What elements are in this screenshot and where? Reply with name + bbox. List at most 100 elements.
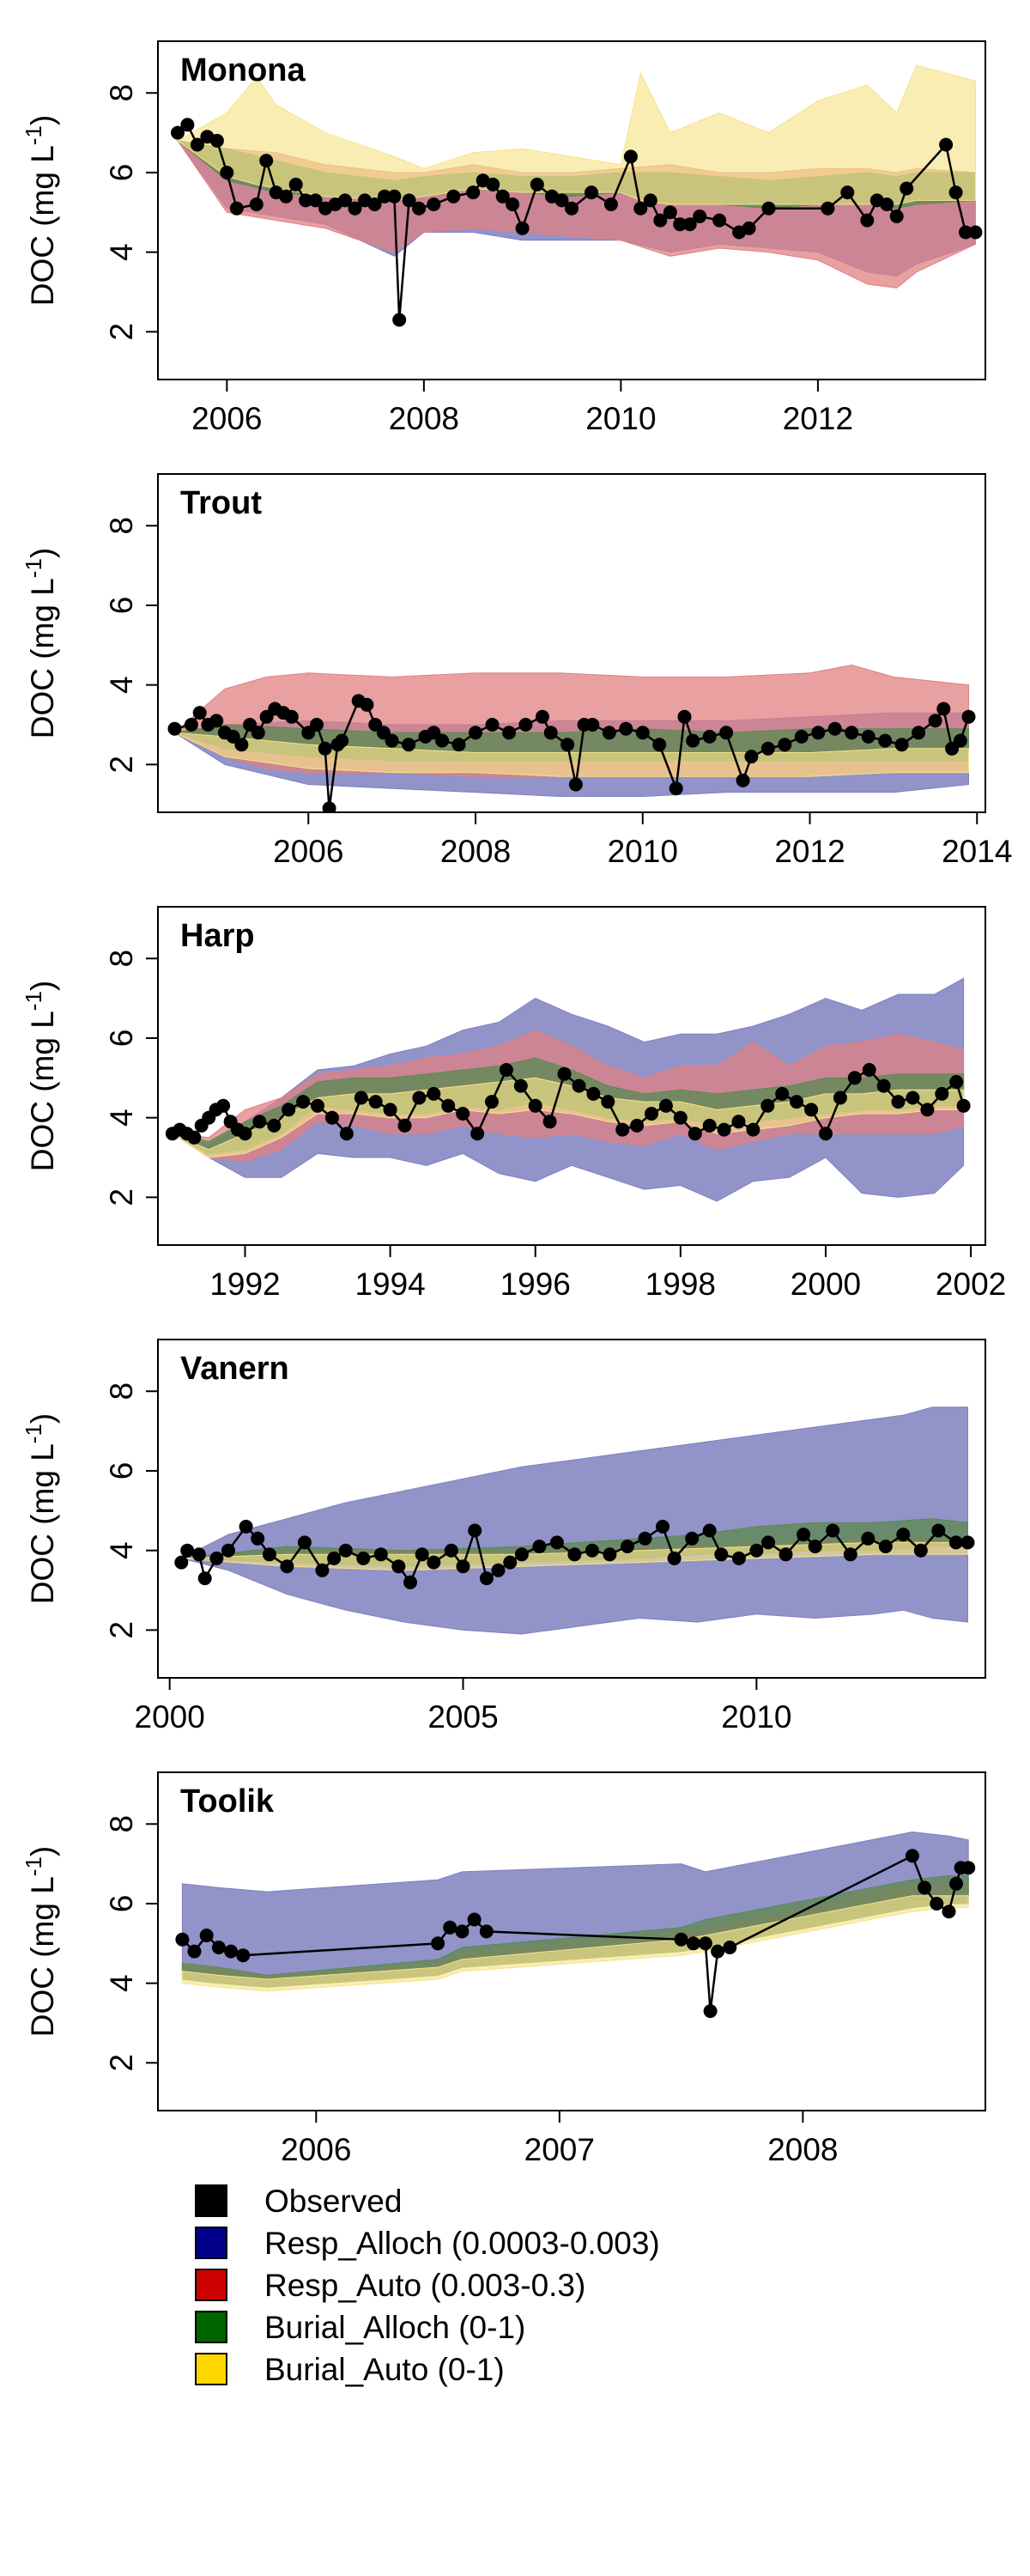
observed-point: [479, 1924, 494, 1939]
observed-point: [499, 1063, 513, 1077]
observed-point: [335, 733, 349, 748]
observed-point: [633, 201, 648, 216]
observed-point: [402, 193, 416, 208]
observed-point: [717, 1122, 731, 1137]
observed-point: [669, 781, 683, 796]
legend-swatch: [195, 2353, 227, 2385]
observed-point: [920, 1103, 935, 1117]
observed-point: [485, 718, 500, 732]
observed-point: [167, 721, 182, 736]
observed-point: [187, 1944, 202, 1959]
observed-point: [373, 1547, 388, 1562]
observed-point: [367, 197, 382, 211]
observed-point: [673, 1110, 688, 1125]
observed-point: [259, 154, 274, 168]
y-tick-label: 4: [104, 243, 139, 261]
observed-point: [960, 1535, 975, 1550]
observed-point: [486, 177, 500, 191]
observed-point: [860, 213, 875, 228]
observed-point: [821, 201, 835, 216]
observed-point: [338, 1543, 353, 1558]
observed-point: [174, 1555, 189, 1570]
observed-point: [731, 1551, 746, 1565]
plot-frame: [157, 1771, 986, 2111]
observed-point: [514, 1547, 529, 1562]
y-tick-label: 8: [104, 1382, 139, 1400]
observed-point: [949, 1075, 964, 1089]
observed-point: [288, 177, 303, 191]
observed-point: [712, 213, 727, 228]
y-tick-label: 4: [104, 1109, 139, 1127]
panel-harp: Harp 2 4 6 8 1992 1994 1996 1998 2000 2002 DOC (mg …: [21, 906, 1006, 1302]
x-tick-label: 2000: [135, 1699, 205, 1735]
observed-point: [942, 1905, 956, 1919]
observed-point: [368, 1095, 383, 1109]
observed-point: [455, 1924, 470, 1939]
observed-point: [542, 1115, 557, 1129]
observed-point: [180, 118, 195, 132]
observed-point: [603, 1547, 617, 1562]
observed-point: [354, 1091, 368, 1105]
observed-point: [506, 197, 520, 211]
observed-point: [652, 738, 667, 752]
observed-point: [702, 729, 717, 744]
x-tick-label: 1992: [209, 1267, 280, 1302]
observed-point: [229, 201, 244, 216]
x-tick-label: 1998: [645, 1267, 716, 1302]
observed-point: [935, 1086, 949, 1101]
band-burial-auto: [174, 732, 969, 777]
observed-point: [451, 738, 466, 752]
x-tick-label: 2010: [721, 1699, 791, 1735]
y-axis-label: DOC (mg L-1): [21, 548, 60, 739]
observed-point: [667, 1551, 682, 1565]
x-tick-label: 2014: [942, 834, 1012, 869]
observed-point: [190, 137, 204, 152]
observed-point: [199, 1929, 214, 1942]
x-tick-label: 2000: [791, 1267, 861, 1302]
observed-point: [383, 1103, 397, 1117]
x-tick-label: 2006: [191, 401, 262, 436]
observed-point: [535, 709, 549, 724]
observed-point: [711, 1944, 725, 1959]
observed-point: [794, 729, 809, 744]
legend-item: Resp_Alloch (0.0003-0.003): [195, 2226, 660, 2261]
x-tick-label: 2010: [608, 834, 678, 869]
observed-point: [197, 1571, 212, 1586]
observed-point: [630, 1118, 645, 1133]
observed-point: [744, 750, 759, 764]
observed-point: [931, 1523, 946, 1538]
x-tick-label: 1996: [500, 1267, 571, 1302]
y-tick-label: 8: [104, 950, 139, 968]
observed-point: [961, 1861, 976, 1875]
panel-title: Vanern: [180, 1351, 289, 1387]
observed-point: [761, 1535, 775, 1550]
observed-point: [760, 1098, 775, 1113]
observed-point: [723, 1941, 737, 1954]
observed-point: [441, 1098, 456, 1113]
observed-point: [843, 1547, 857, 1562]
observed-point: [779, 1547, 793, 1562]
observed-point: [234, 738, 249, 752]
observed-point: [645, 1107, 658, 1121]
observed-point: [412, 201, 427, 216]
observed-point: [262, 1547, 276, 1562]
observed-point: [621, 1540, 634, 1553]
y-tick-label: 8: [104, 1815, 139, 1833]
observed-point: [251, 726, 265, 740]
legend-item: Burial_Alloch (0-1): [195, 2310, 525, 2345]
observed-point: [491, 1563, 506, 1577]
plot-area: [174, 1406, 975, 1635]
y-tick-label: 4: [104, 1541, 139, 1559]
observed-point: [658, 1098, 673, 1113]
observed-point: [549, 1535, 564, 1550]
observed-point: [444, 1543, 458, 1558]
observed-point: [238, 1127, 252, 1141]
observed-point: [826, 1523, 840, 1538]
observed-point: [746, 1122, 760, 1137]
observed-point: [731, 1115, 746, 1129]
observed-point: [585, 185, 598, 200]
panel-vanern: Vanern 2 4 6 8 2000 2005 2010 DOC (mg L-1): [21, 1339, 986, 1735]
panel-monona: Monona 2 4 6 8 2006 2008 2010 2012 DOC (mg L-1): [21, 40, 986, 436]
y-tick-label: 4: [104, 1974, 139, 1992]
